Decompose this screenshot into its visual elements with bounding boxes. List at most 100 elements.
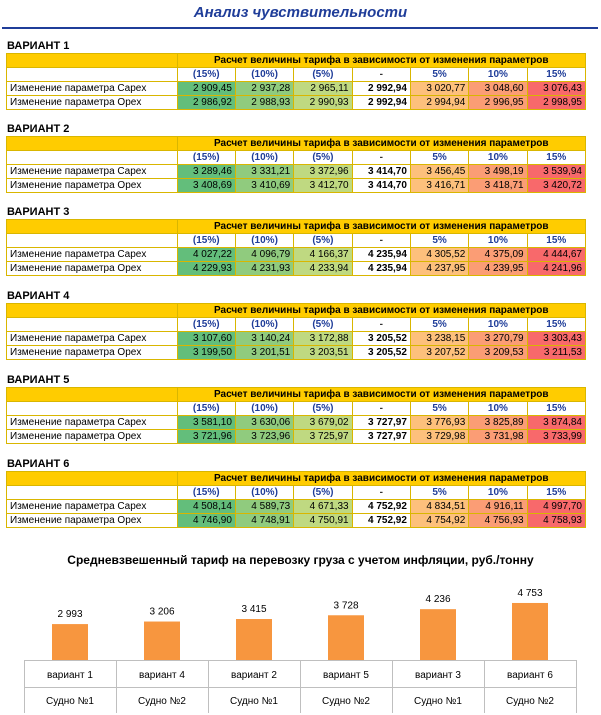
column-header: (15%): [176, 485, 236, 500]
data-label: 3 728: [333, 600, 358, 611]
value-cell: 4 239,95: [468, 261, 528, 276]
column-header: 15%: [526, 485, 587, 500]
table-caption: Расчет величины тарифа в зависимости от …: [176, 53, 587, 68]
table-caption: Расчет величины тарифа в зависимости от …: [176, 136, 587, 151]
column-header: (5%): [293, 401, 353, 416]
variant-block: ВАРИАНТ 3 Расчет величины тарифа в зависи…: [6, 205, 587, 276]
base-value-cell: 3 205,52: [351, 345, 411, 360]
base-value-cell: 4 235,94: [351, 247, 411, 262]
value-cell: 3 731,98: [468, 429, 528, 444]
row-label: Изменение параметра Capex: [6, 247, 178, 262]
value-cell: 4 834,51: [409, 499, 470, 514]
column-header: 5%: [409, 67, 470, 82]
value-cell: 3 721,96: [176, 429, 236, 444]
row-label: Изменение параметра Opex: [6, 261, 178, 276]
value-cell: 4 916,11: [468, 499, 528, 514]
value-cell: 4 671,33: [293, 499, 353, 514]
chart-title: Средневзвешенный тариф на перевозку груз…: [67, 553, 534, 567]
row-label: Изменение параметра Capex: [6, 415, 178, 430]
category-label: вариант 4: [139, 670, 185, 681]
value-cell: 3 498,19: [468, 164, 528, 179]
column-header: (5%): [293, 233, 353, 248]
table-row: Изменение параметра Opex 4 229,93 4 231,93…: [6, 261, 587, 276]
bar: [420, 609, 456, 660]
data-label: 2 993: [57, 609, 82, 620]
bar: [52, 624, 88, 660]
category-label: вариант 5: [323, 670, 369, 681]
base-value-cell: 2 992,94: [351, 95, 411, 110]
value-cell: 2 937,28: [234, 81, 295, 96]
subcategory-label: Судно №2: [506, 696, 554, 707]
column-header: (15%): [176, 67, 236, 82]
value-cell: 4 756,93: [468, 513, 528, 528]
column-header: 5%: [409, 401, 470, 416]
subcategory-label: Судно №1: [230, 696, 278, 707]
column-header-spacer: [6, 401, 178, 416]
value-cell: 4 748,91: [234, 513, 295, 528]
column-header: 15%: [526, 67, 587, 82]
value-cell: 3 199,50: [176, 345, 236, 360]
column-header: 15%: [526, 233, 587, 248]
column-header: (15%): [176, 233, 236, 248]
value-cell: 3 140,24: [234, 331, 295, 346]
column-header: 10%: [468, 401, 528, 416]
value-cell: 3 331,21: [234, 164, 295, 179]
sensitivity-table: Расчет величины тарифа в зависимости от …: [6, 219, 587, 276]
variant-block: ВАРИАНТ 4 Расчет величины тарифа в зависи…: [6, 289, 587, 360]
row-label: Изменение параметра Opex: [6, 178, 178, 193]
row-label: Изменение параметра Capex: [6, 331, 178, 346]
category-label: вариант 3: [415, 670, 461, 681]
column-header: 10%: [468, 150, 528, 165]
row-label: Изменение параметра Capex: [6, 81, 178, 96]
table-row: Изменение параметра Opex 2 986,92 2 988,93…: [6, 95, 587, 110]
value-cell: 3 776,93: [409, 415, 470, 430]
subcategory-label: Судно №1: [414, 696, 462, 707]
column-header: -: [351, 67, 411, 82]
value-cell: 4 229,93: [176, 261, 236, 276]
category-label: вариант 2: [231, 670, 277, 681]
column-header: (10%): [234, 150, 295, 165]
value-cell: 4 754,92: [409, 513, 470, 528]
value-cell: 3 729,98: [409, 429, 470, 444]
column-header: 10%: [468, 67, 528, 82]
row-label: Изменение параметра Opex: [6, 345, 178, 360]
value-cell: 4 589,73: [234, 499, 295, 514]
column-header: 15%: [526, 317, 587, 332]
sensitivity-table: Расчет величины тарифа в зависимости от …: [6, 303, 587, 360]
value-cell: 3 048,60: [468, 81, 528, 96]
table-caption: Расчет величины тарифа в зависимости от …: [176, 471, 587, 486]
table-row: Изменение параметра Capex 4 027,22 4 096,7…: [6, 247, 587, 262]
base-value-cell: 4 235,94: [351, 261, 411, 276]
value-cell: 2 990,93: [293, 95, 353, 110]
table-row: Изменение параметра Capex 3 107,60 3 140,2…: [6, 331, 587, 346]
column-header: (10%): [234, 317, 295, 332]
row-label: Изменение параметра Opex: [6, 95, 178, 110]
value-cell: 4 750,91: [293, 513, 353, 528]
data-label: 3 206: [149, 607, 174, 618]
value-cell: 2 988,93: [234, 95, 295, 110]
column-header: 10%: [468, 317, 528, 332]
base-value-cell: 3 727,97: [351, 429, 411, 444]
value-cell: 3 539,94: [526, 164, 587, 179]
variant-name: ВАРИАНТ 3: [7, 206, 70, 218]
value-cell: 3 418,71: [468, 178, 528, 193]
value-cell: 3 289,46: [176, 164, 236, 179]
value-cell: 3 203,51: [293, 345, 353, 360]
value-cell: 3 410,69: [234, 178, 295, 193]
table-row: Изменение параметра Capex 3 289,46 3 331,2…: [6, 164, 587, 179]
subcategory-label: Судно №2: [322, 696, 370, 707]
value-cell: 3 207,52: [409, 345, 470, 360]
column-header: (5%): [293, 150, 353, 165]
column-header: 5%: [409, 317, 470, 332]
value-cell: 3 172,88: [293, 331, 353, 346]
base-value-cell: 3 727,97: [351, 415, 411, 430]
variant-name: ВАРИАНТ 1: [7, 40, 70, 52]
base-value-cell: 2 992,94: [351, 81, 411, 96]
value-cell: 4 746,90: [176, 513, 236, 528]
column-header: -: [351, 317, 411, 332]
value-cell: 4 096,79: [234, 247, 295, 262]
header-spacer: [6, 471, 178, 486]
value-cell: 3 874,84: [526, 415, 587, 430]
page-title: Анализ чувствительности: [193, 4, 408, 21]
category-label: вариант 6: [507, 670, 553, 681]
